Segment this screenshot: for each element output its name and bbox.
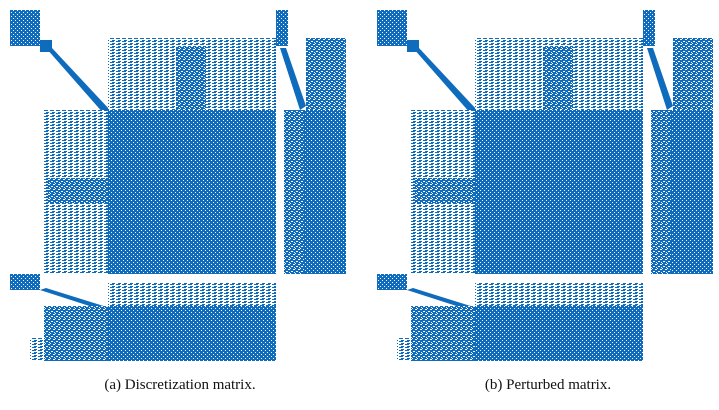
caption: (a) Discretization matrix. [104, 377, 256, 393]
sparsity-pattern-b [377, 10, 713, 361]
sparsity-pattern-a [10, 10, 346, 361]
figure-graphics [10, 10, 713, 361]
caption: (b) Perturbed matrix. [484, 377, 612, 393]
